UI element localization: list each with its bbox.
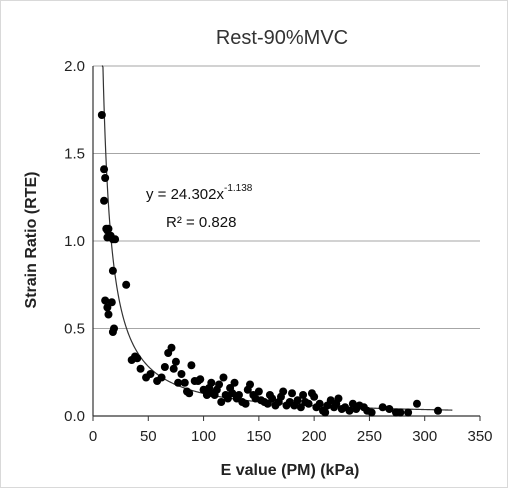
data-point	[288, 389, 297, 398]
x-tick-labels: 0 50 100 150 200 250 300 350	[89, 428, 493, 445]
data-point	[177, 370, 186, 378]
y-tick-label: 0.5	[64, 321, 85, 338]
x-axis-label: E value (PM) (kPa)	[221, 462, 360, 479]
data-point	[246, 380, 255, 389]
data-point	[180, 378, 189, 387]
y-tick-label: 1.0	[64, 233, 85, 250]
data-point	[157, 373, 166, 382]
data-point	[228, 389, 237, 398]
data-point	[160, 363, 169, 371]
data-point	[321, 408, 330, 417]
data-point	[279, 387, 288, 396]
data-point	[404, 408, 413, 417]
data-point	[310, 392, 319, 401]
data-point	[345, 406, 354, 415]
data-point	[187, 361, 196, 370]
x-tick-label: 150	[246, 428, 271, 445]
data-point	[254, 387, 263, 396]
data-point	[169, 364, 178, 373]
r-squared-label: R² = 0.828	[166, 214, 236, 231]
data-point	[101, 296, 110, 305]
data-point	[133, 354, 142, 363]
data-point	[108, 328, 117, 336]
data-point	[185, 389, 194, 398]
x-tick-label: 350	[467, 428, 492, 445]
data-point	[230, 378, 239, 387]
x-tick-label: 50	[140, 428, 157, 445]
data-point	[268, 394, 277, 403]
data-point	[367, 408, 376, 417]
x-tick-label: 0	[89, 428, 97, 445]
data-point	[293, 396, 302, 405]
data-point	[433, 406, 442, 415]
data-point	[107, 298, 116, 307]
data-point	[174, 378, 183, 387]
chart-title: Rest-90%MVC	[216, 27, 348, 49]
data-point	[296, 403, 305, 412]
data-points	[97, 111, 442, 417]
data-point	[378, 403, 387, 412]
x-tick-label: 250	[357, 428, 382, 445]
data-point	[263, 399, 272, 408]
x-tick-label: 100	[191, 428, 216, 445]
power-trendline	[101, 65, 453, 411]
data-point	[207, 378, 216, 387]
data-point	[122, 280, 131, 289]
trendline-equation: y = 24.302x-1.138	[146, 183, 253, 203]
data-point	[219, 373, 228, 382]
data-point	[217, 398, 226, 406]
data-point	[315, 399, 324, 408]
data-point	[412, 399, 421, 408]
gridlines	[93, 65, 480, 329]
axes	[92, 66, 481, 421]
data-point	[223, 394, 232, 403]
data-point	[146, 370, 155, 378]
data-point	[136, 364, 145, 373]
x-tick-label: 300	[412, 428, 437, 445]
data-point	[196, 375, 205, 384]
x-tick-label: 200	[302, 428, 327, 445]
y-tick-label: 2.0	[64, 58, 85, 75]
data-point	[108, 266, 117, 275]
data-point	[304, 399, 313, 408]
data-point	[215, 380, 224, 389]
y-tick-labels: 0.0 0.5 1.0 1.5 2.0	[64, 58, 85, 425]
data-point	[100, 196, 109, 205]
data-point	[299, 391, 308, 399]
data-point	[385, 405, 394, 413]
y-tick-label: 0.0	[64, 408, 85, 425]
data-point	[104, 310, 113, 319]
data-point	[334, 394, 343, 403]
data-point	[234, 391, 243, 399]
data-point	[104, 224, 113, 233]
data-point	[396, 408, 405, 417]
data-point	[241, 399, 250, 408]
data-point	[100, 165, 109, 174]
data-point	[97, 111, 106, 119]
data-point	[111, 235, 120, 244]
data-point	[167, 343, 176, 352]
data-point	[171, 357, 180, 366]
y-tick-label: 1.5	[64, 146, 85, 163]
y-axis-label: Strain Ratio (RTE)	[23, 172, 40, 309]
data-point	[103, 303, 112, 312]
data-point	[101, 174, 110, 182]
